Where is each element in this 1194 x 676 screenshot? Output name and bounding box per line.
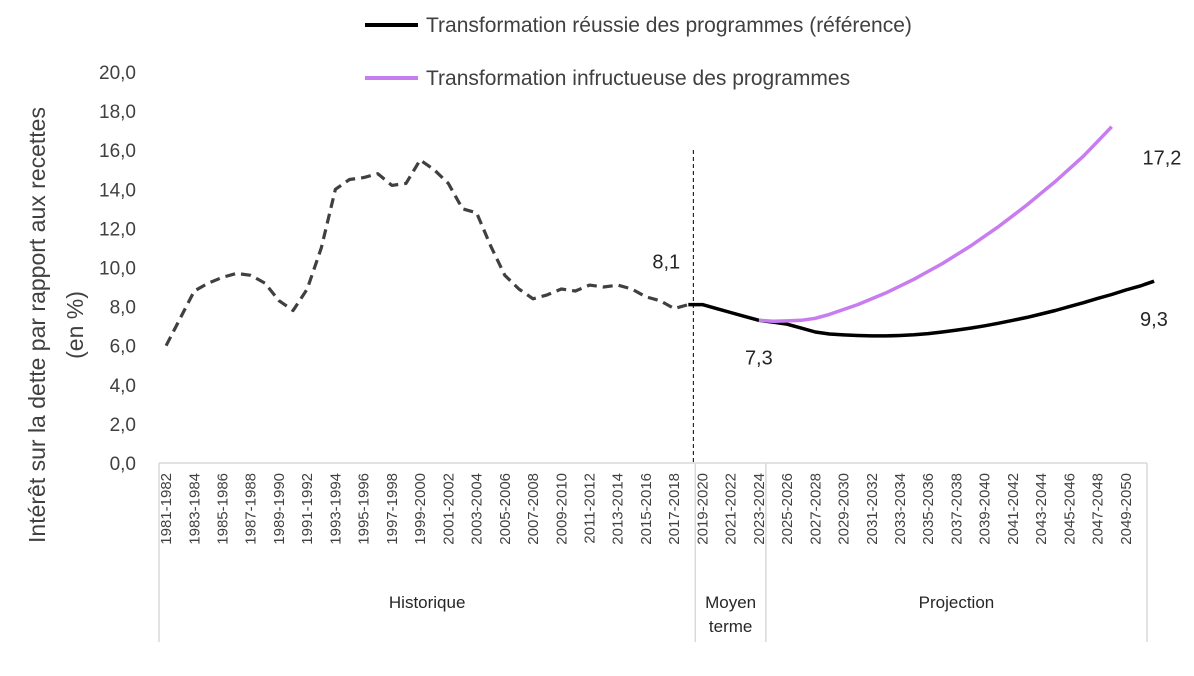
x-tick-label: 2005-2006: [497, 473, 514, 545]
x-axis: 1981-1982 1983-1984 1985-1986 1987-1988 1989…: [158, 462, 1147, 545]
y-tick-label: 0,0: [110, 454, 136, 475]
x-tick-label: 2031-2032: [864, 473, 881, 545]
x-tick-label: 1981-1982: [158, 473, 175, 545]
x-tick-label: 2003-2004: [469, 473, 486, 545]
x-tick-label: 2017-2018: [666, 473, 683, 545]
x-tick-label: 2049-2050: [1118, 473, 1135, 545]
x-tick-label: 2037-2038: [948, 473, 965, 545]
y-tick-label: 14,0: [99, 180, 136, 201]
x-tick-label: 2009-2010: [553, 473, 570, 545]
legend: Transformation réussie des programmes (r…: [365, 14, 912, 90]
x-tick-label: 2013-2014: [610, 473, 627, 545]
x-group-label: Historique: [389, 593, 466, 612]
x-tick-label: 2007-2008: [525, 473, 542, 545]
x-tick-label: 2035-2036: [920, 473, 937, 545]
y-tick-label: 10,0: [99, 259, 136, 280]
x-tick-label: 1983-1984: [186, 473, 203, 545]
x-tick-label: 1997-1998: [384, 473, 401, 545]
x-tick-label: 2039-2040: [977, 473, 994, 545]
y-tick-label: 18,0: [99, 102, 136, 123]
x-tick-label: 2041-2042: [1005, 473, 1022, 545]
x-tick-label: 2029-2030: [836, 473, 853, 545]
y-tick-label: 2,0: [110, 415, 136, 436]
x-tick-label: 2027-2028: [807, 473, 824, 545]
series-unsuccessful-line: [758, 125, 1113, 324]
y-axis: 0,0 2,0 4,0 6,0 8,0 10,0 12,0 14,0 16,0 18,0 20,0: [99, 63, 136, 475]
y-axis-title: Intérêt sur la dette par rapport aux rec…: [24, 107, 88, 543]
y-tick-label: 8,0: [110, 298, 136, 319]
data-label: 9,3: [1140, 309, 1168, 331]
series-reference-line: [688, 279, 1155, 338]
x-tick-label: 1987-1988: [243, 473, 260, 545]
y-axis-title-line-1: Intérêt sur la dette par rapport aux rec…: [24, 107, 50, 543]
x-tick-label: 1993-1994: [327, 473, 344, 545]
data-label: 17,2: [1142, 148, 1181, 170]
data-label: 7,3: [745, 347, 773, 369]
x-tick-label: 2011-2012: [581, 473, 598, 544]
series-historical-line: [164, 158, 689, 347]
y-axis-title-line-2: (en %): [62, 291, 88, 359]
x-tick-label: 2045-2046: [1061, 473, 1078, 545]
x-tick-label: 2023-2024: [751, 473, 768, 545]
x-tick-label: 1985-1986: [215, 473, 232, 545]
data-labels: 8,1 7,3 17,2 9,3: [652, 148, 1181, 370]
x-tick-label: 2001-2002: [440, 473, 457, 545]
x-tick-label: 1999-2000: [412, 473, 429, 545]
x-tick-label: 2019-2020: [694, 473, 711, 545]
x-tick-label: 2015-2016: [638, 473, 655, 545]
x-tick-label: 2033-2034: [892, 473, 909, 545]
x-tick-label: 1991-1992: [299, 473, 316, 545]
x-tick-label: 2047-2048: [1090, 473, 1107, 545]
x-tick-label: 2025-2026: [779, 473, 796, 545]
legend-entry-unsuccessful: Transformation infructueuse des programm…: [426, 67, 850, 90]
y-tick-label: 6,0: [110, 337, 136, 358]
x-axis-groups: Historique Moyen terme Projection: [158, 463, 1148, 642]
x-tick-label: 1989-1990: [271, 473, 288, 545]
x-group-label: terme: [709, 617, 752, 636]
legend-entry-reference: Transformation réussie des programmes (r…: [426, 14, 912, 37]
y-tick-label: 4,0: [110, 376, 136, 397]
x-tick-label: 2043-2044: [1033, 473, 1050, 545]
y-tick-label: 20,0: [99, 63, 136, 84]
x-tick-label: 1995-1996: [356, 473, 373, 545]
x-group-label: Moyen: [705, 593, 756, 612]
y-tick-label: 16,0: [99, 141, 136, 162]
series-lines: [164, 125, 1155, 347]
x-group-label: Projection: [919, 593, 995, 612]
data-label: 8,1: [652, 252, 680, 274]
x-tick-label: 2021-2022: [723, 473, 740, 545]
y-tick-label: 12,0: [99, 219, 136, 240]
